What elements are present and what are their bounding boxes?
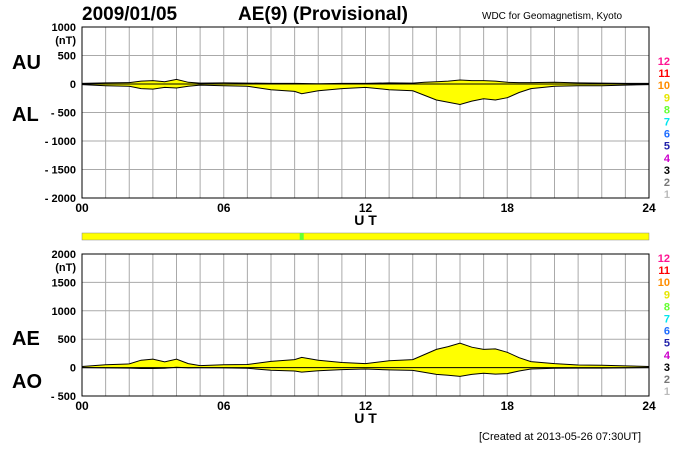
series-line-al [81,84,650,106]
au-al-plot: 1000 500 0 - 500 - 1000 - 1500 - 2000 (nT) 00 06 1… [45,22,656,228]
quality-level-label: 8 [664,301,670,313]
quality-level-label: 3 [664,165,670,177]
quality-level-label: 5 [664,338,670,350]
x-tick-label: 00 [75,399,89,413]
y-tick-label: - 1000 [45,136,76,148]
quality-bar-mark [299,233,304,240]
y-tick-label: 1000 [52,22,76,34]
ae-series-label: AE [12,328,40,350]
quality-level-label: 4 [664,350,671,362]
y-tick-label: - 500 [51,391,76,403]
y-unit-label: (nT) [55,262,76,274]
series-fill-au [82,79,649,84]
ae-ao-plot: 2000 1500 1000 500 0 - 500 (nT) 00 06 12 18 24 U T [51,249,656,426]
quality-level-label: 8 [664,104,670,116]
source-label: WDC for Geomagnetism, Kyoto [482,11,623,22]
series-line-ae [81,342,650,367]
quality-bar [81,232,650,241]
x-axis-label: U T [354,212,377,228]
quality-level-label: 11 [658,265,670,277]
quality-level-label: 9 [664,92,670,104]
series-line-au [81,78,649,85]
quality-bar-fill [81,232,650,241]
x-tick-label: 18 [501,399,515,413]
quality-level-label: 4 [664,153,671,165]
series-fill-ao [82,367,649,377]
quality-level-label: 1 [664,189,670,201]
y-tick-label: 1000 [52,306,76,318]
quality-level-label: 6 [664,326,670,338]
quality-level-label: 10 [658,80,670,92]
quality-level-label: 2 [664,177,670,189]
quality-level-label: 5 [664,141,670,153]
y-tick-label: - 1500 [45,165,76,177]
quality-level-label: 1 [664,386,670,398]
y-tick-label: 2000 [52,249,76,261]
series-fill-al [82,84,649,105]
quality-level-label: 12 [658,253,670,265]
y-tick-label: 500 [58,334,76,346]
x-tick-label: 00 [75,201,89,215]
x-tick-label: 12 [359,201,373,215]
x-tick-label: 12 [359,399,373,413]
series-fill-ae [82,343,649,368]
al-series-label: AL [12,104,39,126]
quality-level-label: 10 [658,277,670,289]
plot-frame [81,253,650,397]
y-tick-label: 1500 [52,277,76,289]
y-tick-label: - 2000 [45,193,76,205]
y-tick-label: 500 [58,51,76,63]
quality-level-label: 2 [664,374,670,386]
date-title: 2009/01/05 [82,4,178,25]
y-tick-label: 0 [70,79,76,91]
x-tick-label: 24 [642,399,656,413]
quality-level-label: 9 [664,289,670,301]
ao-series-label: AO [12,371,42,393]
quality-level-label: 6 [664,129,670,141]
created-timestamp: [Created at 2013-05-26 07:30UT] [479,431,642,443]
x-tick-label: 06 [217,201,231,215]
quality-level-label: 7 [664,314,670,326]
quality-level-label: 11 [658,68,670,80]
x-tick-label: 06 [217,399,231,413]
index-title: AE(9) (Provisional) [238,4,408,25]
x-axis-label: U T [354,410,377,426]
y-unit-label: (nT) [55,35,76,47]
y-tick-label: - 500 [51,108,76,120]
plot-frame [81,26,650,199]
quality-level-label: 3 [664,362,670,374]
quality-level-label: 12 [658,56,670,68]
y-tick-label: 0 [70,363,76,375]
x-tick-label: 24 [642,201,656,215]
x-tick-label: 18 [501,201,515,215]
quality-level-label: 7 [664,117,670,129]
au-series-label: AU [12,52,41,74]
